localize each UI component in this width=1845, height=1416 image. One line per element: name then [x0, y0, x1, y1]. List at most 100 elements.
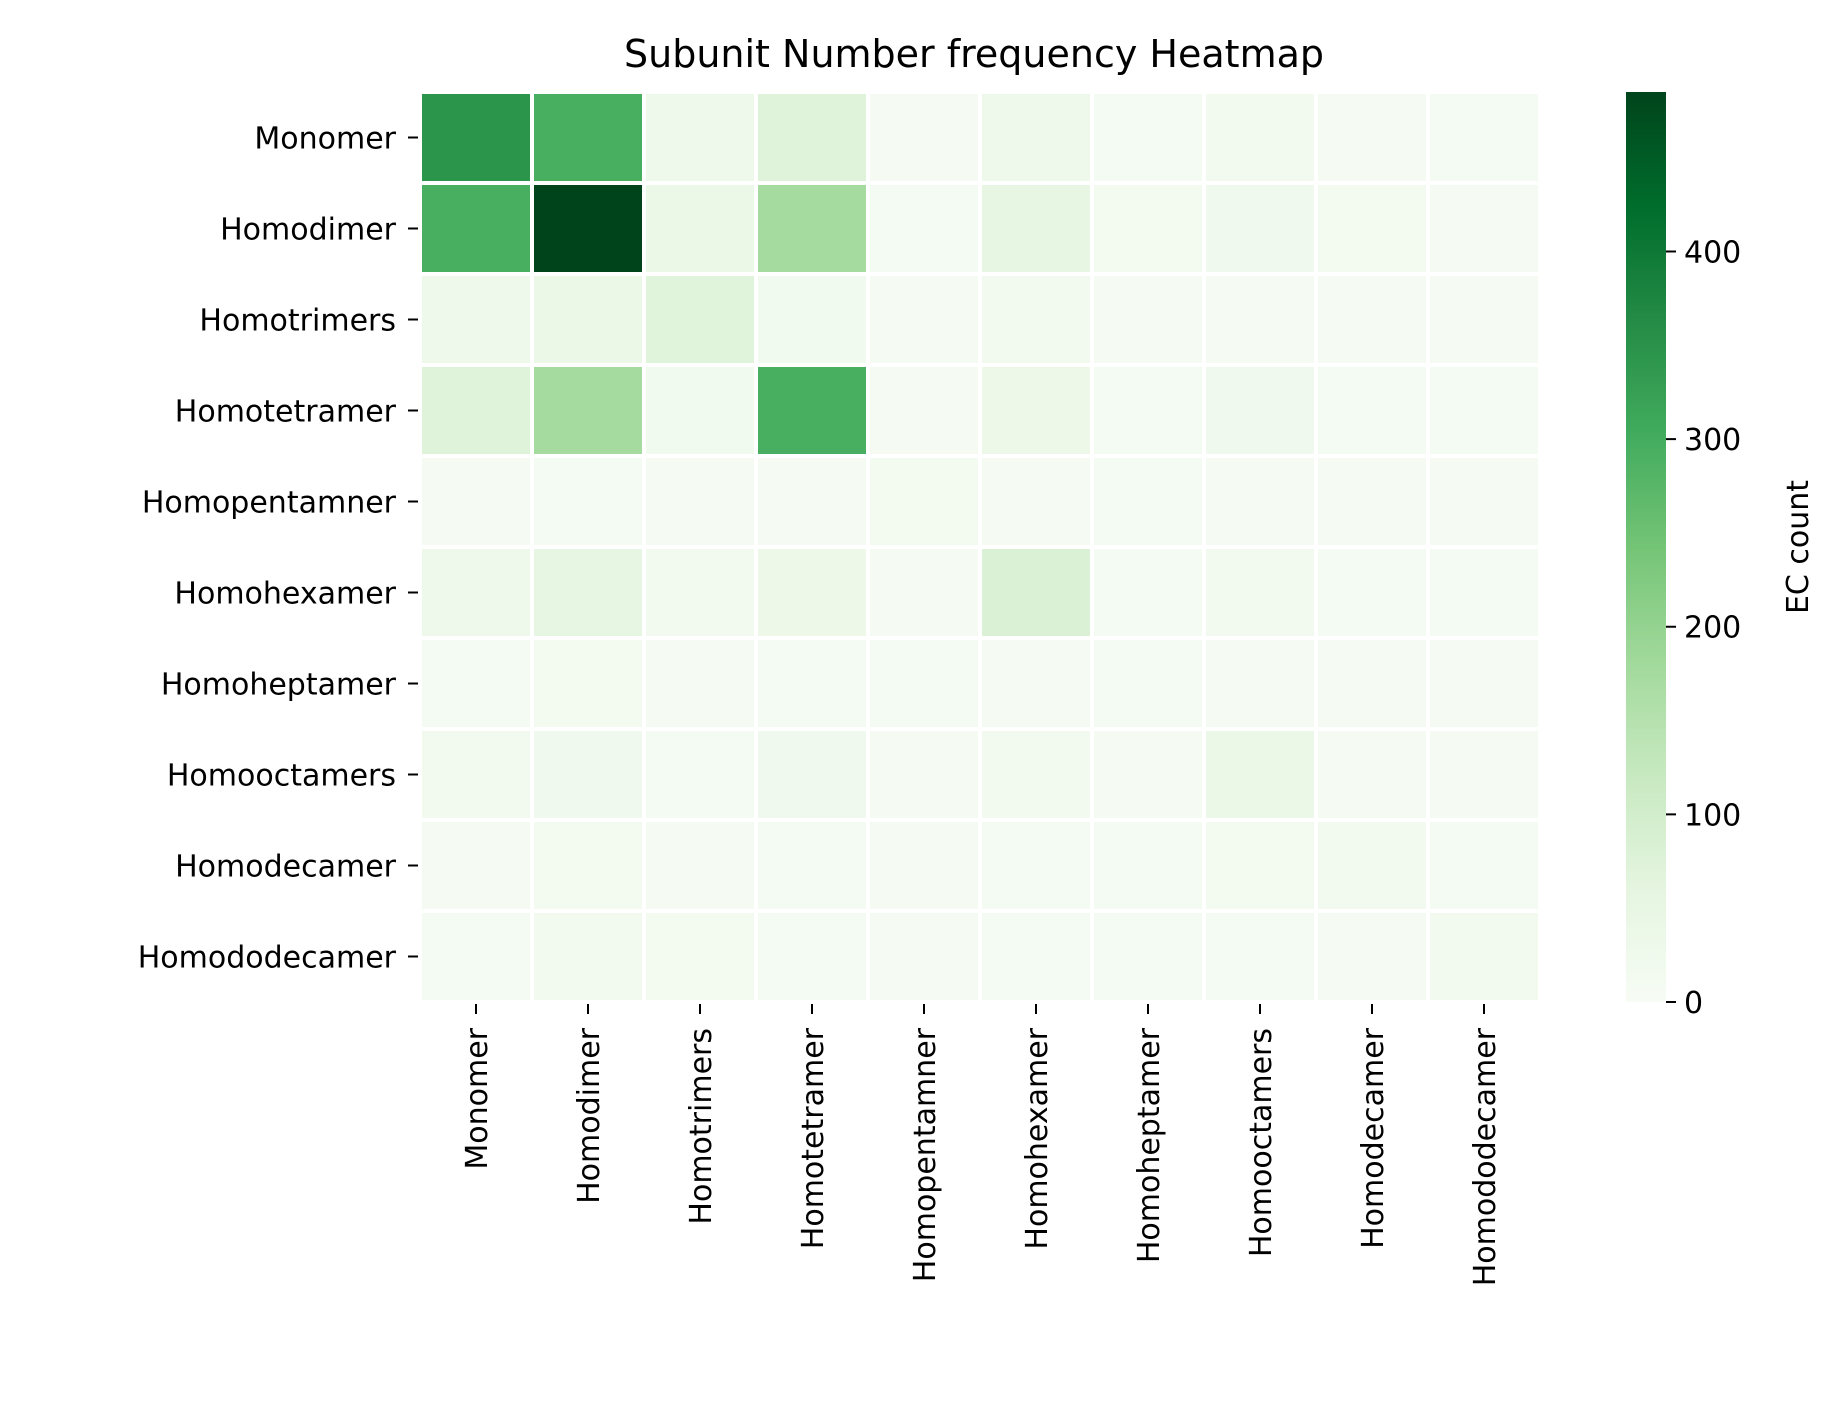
x-tick-label: Homoheptamer	[1132, 1027, 1167, 1263]
heatmap-cell	[1430, 549, 1538, 636]
heatmap-cell	[422, 822, 530, 909]
heatmap-cell	[534, 367, 642, 454]
heatmap-cell	[982, 913, 1090, 1000]
heatmap-cell	[1430, 94, 1538, 181]
heatmap-cell	[982, 185, 1090, 272]
heatmap-cell	[870, 549, 978, 636]
heatmap-cell	[1094, 458, 1202, 545]
heatmap-cell	[1318, 549, 1426, 636]
heatmap-cell	[870, 731, 978, 818]
heatmap-cell	[758, 640, 866, 727]
y-tick-label: Monomer	[254, 122, 396, 157]
heatmap-cell	[1318, 731, 1426, 818]
heatmap-cell	[1206, 367, 1314, 454]
heatmap-cell	[1430, 185, 1538, 272]
y-tick-label: Homodecamer	[175, 850, 397, 885]
heatmap-cell	[1206, 185, 1314, 272]
heatmap-cell	[1094, 367, 1202, 454]
heatmap-cell	[1094, 731, 1202, 818]
x-tick-label: Homopentamner	[908, 1027, 943, 1282]
heatmap-cell	[870, 640, 978, 727]
heatmap-cell	[422, 640, 530, 727]
heatmap-cell	[1318, 458, 1426, 545]
heatmap-cell	[1430, 458, 1538, 545]
heatmap-cell	[758, 458, 866, 545]
heatmap-cell	[646, 549, 754, 636]
heatmap-cell	[534, 276, 642, 363]
heatmap-cell	[1094, 822, 1202, 909]
heatmap-cell	[1206, 94, 1314, 181]
heatmap-cell	[982, 94, 1090, 181]
y-axis-ticks: Monomer Homodimer Homotrimers Homotetramer H…	[138, 122, 418, 976]
x-tick-label: Homohexamer	[1020, 1027, 1055, 1249]
heatmap-cell	[422, 458, 530, 545]
heatmap-cell	[534, 549, 642, 636]
heatmap-cell	[758, 549, 866, 636]
y-tick-label: Homotrimers	[199, 304, 396, 339]
heatmap-cell	[534, 913, 642, 1000]
colorbar-label: EC count	[1781, 480, 1816, 614]
heatmap-cell	[1206, 276, 1314, 363]
heatmap-cell	[534, 822, 642, 909]
heatmap-cell	[982, 549, 1090, 636]
heatmap-cell	[534, 731, 642, 818]
colorbar-tick-label: 200	[1684, 611, 1741, 646]
heatmap-cell	[758, 276, 866, 363]
heatmap-cell	[1206, 822, 1314, 909]
heatmap-cell	[646, 276, 754, 363]
x-tick-label: Homotetramer	[796, 1027, 831, 1249]
heatmap-cell	[982, 276, 1090, 363]
heatmap-cell	[646, 731, 754, 818]
heatmap-cell	[758, 185, 866, 272]
heatmap-cell	[534, 458, 642, 545]
heatmap-cell	[870, 822, 978, 909]
heatmap-cell	[1094, 640, 1202, 727]
heatmap-cell	[982, 458, 1090, 545]
heatmap-cell	[534, 185, 642, 272]
colorbar-ticks: 0 100 200 300 400	[1666, 235, 1741, 1021]
x-tick-label: Homodimer	[572, 1027, 607, 1204]
heatmap-cell	[1094, 549, 1202, 636]
heatmap-cell	[870, 94, 978, 181]
heatmap-cell	[646, 185, 754, 272]
heatmap-cell	[870, 458, 978, 545]
y-tick-label: Homotetramer	[175, 395, 397, 430]
colorbar-tick-label: 400	[1684, 235, 1741, 270]
heatmap-cell	[422, 94, 530, 181]
heatmap-cell	[422, 731, 530, 818]
y-tick-label: Homohexamer	[174, 577, 396, 612]
x-tick-label: Monomer	[460, 1027, 495, 1169]
colorbar-tick-label: 0	[1684, 986, 1703, 1021]
heatmap-cell	[422, 549, 530, 636]
x-axis-ticks: Monomer Homodimer Homotrimers Homotetramer H…	[460, 1004, 1503, 1286]
y-tick-label: Homopentamner	[142, 486, 397, 521]
x-tick-label: Homododecamer	[1468, 1027, 1503, 1286]
heatmap-cell	[870, 185, 978, 272]
heatmap-cell	[1318, 185, 1426, 272]
heatmap-cell	[982, 822, 1090, 909]
heatmap-cell	[870, 367, 978, 454]
heatmap-cell	[758, 94, 866, 181]
heatmap-cell	[758, 731, 866, 818]
heatmap-cell	[1430, 913, 1538, 1000]
y-tick-label: Homodimer	[220, 213, 397, 248]
heatmap-cell	[646, 94, 754, 181]
heatmap-cell	[1430, 640, 1538, 727]
heatmap-cell	[1206, 458, 1314, 545]
heatmap-cell	[982, 367, 1090, 454]
chart-title: Subunit Number frequency Heatmap	[624, 32, 1324, 76]
heatmap-cell	[1206, 913, 1314, 1000]
heatmap-cell	[646, 913, 754, 1000]
heatmap-cell	[422, 367, 530, 454]
y-tick-label: Homoheptamer	[161, 668, 397, 703]
colorbar-gradient	[1626, 92, 1666, 1002]
heatmap-cell	[1206, 640, 1314, 727]
heatmap-cell	[646, 640, 754, 727]
heatmap-cell	[982, 640, 1090, 727]
heatmap-cell	[1430, 731, 1538, 818]
heatmap-cell	[534, 640, 642, 727]
y-tick-label: Homododecamer	[138, 941, 397, 976]
x-tick-label: Homooctamers	[1244, 1028, 1279, 1257]
x-tick-label: Homodecamer	[1356, 1027, 1391, 1249]
heatmap-cell	[1094, 185, 1202, 272]
